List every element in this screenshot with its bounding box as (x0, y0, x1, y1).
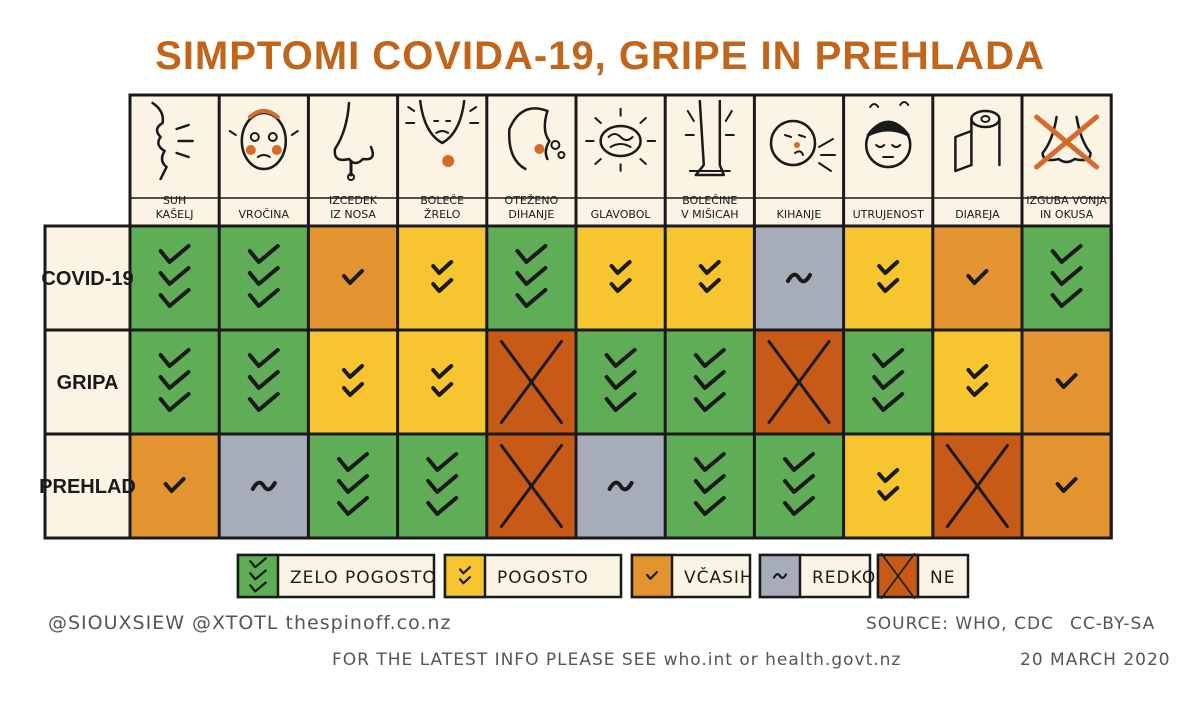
cell-prehlad-8 (754, 434, 844, 538)
column-label-6-line-1: GLAVOBOL (591, 208, 652, 221)
cell-covid-19-6 (576, 226, 666, 330)
grid-lines (43, 93, 1113, 540)
row-label-covid-19: COVID-19 (41, 268, 133, 290)
cell-covid-19-1 (130, 226, 220, 330)
runny-nose-icon (333, 101, 374, 181)
row-label-prehlad: PREHLAD (39, 476, 136, 498)
cell-gripa-4 (397, 330, 487, 434)
author-credits: @SIOUXSIEW @XTOTL thespinoff.co.nz (48, 612, 452, 634)
cell-gripa-1 (130, 330, 220, 434)
cell-prehlad-11 (1022, 434, 1112, 538)
cell-covid-19-10 (932, 226, 1022, 330)
legend-item-zelo_pogosto: ZELO POGOSTO (236, 553, 437, 599)
row-label-gripa: GRIPA (57, 372, 119, 394)
legend-label-vcasih: VČASIH (684, 566, 754, 588)
column-label-9-line-1: UTRUJENOST (853, 208, 925, 221)
cell-prehlad-7 (665, 434, 755, 538)
legend-label-redko: REDKO (812, 568, 876, 588)
cell-prehlad-2 (219, 434, 309, 538)
cough-icon (151, 101, 194, 181)
sore-throat-icon (405, 99, 480, 167)
cell-prehlad-4 (397, 434, 487, 538)
legend-label-ne: NE (930, 568, 955, 588)
column-label-8-line-1: KIHANJE (777, 208, 822, 221)
cell-prehlad-10 (932, 434, 1022, 538)
column-label-3-line-1: IZCEDEK (329, 194, 378, 207)
aching-leg-icon (684, 99, 735, 177)
cell-gripa-2 (219, 330, 309, 434)
date-label: 20 MARCH 2020 (1020, 650, 1171, 670)
legend-item-ne: NE (876, 552, 970, 600)
cell-prehlad-6 (576, 434, 666, 538)
cell-covid-19-7 (665, 226, 755, 330)
cell-gripa-5 (486, 330, 576, 434)
cell-covid-19-5 (486, 226, 576, 330)
legend-label-zelo_pogosto: ZELO POGOSTO (290, 568, 437, 588)
column-label-1-line-1: SUH (163, 194, 186, 207)
legend-item-redko: REDKO (758, 553, 876, 599)
column-label-11-line-2: IN OKUSA (1040, 208, 1094, 221)
crossed-nose-icon (1034, 114, 1100, 170)
sneezing-icon (769, 119, 836, 172)
cell-prehlad-5 (486, 434, 576, 538)
headache-brain-icon (585, 107, 657, 172)
difficulty-breathing-icon (507, 107, 566, 171)
legend-item-pogosto: POGOSTO (443, 553, 623, 599)
cell-gripa-3 (308, 330, 398, 434)
column-label-3-line-2: IZ NOSA (330, 208, 376, 221)
license-label: CC-BY-SA (1070, 614, 1156, 634)
chart-title: SIMPTOMI COVIDA-19, GRIPE IN PREHLADA (155, 34, 1045, 78)
column-label-5-line-1: OTEŽENO (505, 194, 559, 207)
cell-covid-19-9 (843, 226, 933, 330)
column-label-1-line-2: KAŠELJ (156, 208, 194, 221)
source-credit: SOURCE: WHO, CDC (866, 614, 1054, 634)
cell-gripa-8 (754, 330, 844, 434)
fever-face-icon (228, 109, 299, 171)
cell-gripa-7 (665, 330, 755, 434)
cell-covid-19-8 (754, 226, 844, 330)
cell-prehlad-1 (130, 434, 220, 538)
column-label-11-line-1: IZGUBA VONJA (1026, 194, 1107, 207)
cell-gripa-11 (1022, 330, 1112, 434)
row-label-background (45, 226, 130, 538)
cell-covid-19-11 (1022, 226, 1112, 330)
cell-gripa-9 (843, 330, 933, 434)
column-label-5-line-2: DIHANJE (508, 208, 554, 221)
column-label-7-line-1: BOLEČINE (682, 194, 737, 207)
cell-prehlad-9 (843, 434, 933, 538)
cell-gripa-10 (932, 330, 1022, 434)
column-label-7-line-2: V MIŠICAH (681, 208, 738, 221)
tired-face-icon (864, 101, 912, 169)
cell-covid-19-2 (219, 226, 309, 330)
header-background (130, 95, 1112, 226)
cell-prehlad-3 (308, 434, 398, 538)
legend-label-pogosto: POGOSTO (497, 568, 589, 588)
column-label-4-line-2: ŽRELO (424, 208, 461, 221)
legend-item-vcasih: VČASIH (630, 553, 754, 599)
column-label-10-line-1: DIAREJA (955, 208, 1000, 221)
column-label-4-line-1: BOLEČE (420, 194, 464, 207)
column-label-2-line-1: VROČINA (239, 208, 290, 221)
cell-covid-19-4 (397, 226, 487, 330)
cell-gripa-6 (576, 330, 666, 434)
latest-info-note: FOR THE LATEST INFO PLEASE SEE who.int o… (332, 650, 902, 670)
toilet-paper-icon (954, 109, 1001, 173)
cell-covid-19-3 (308, 226, 398, 330)
